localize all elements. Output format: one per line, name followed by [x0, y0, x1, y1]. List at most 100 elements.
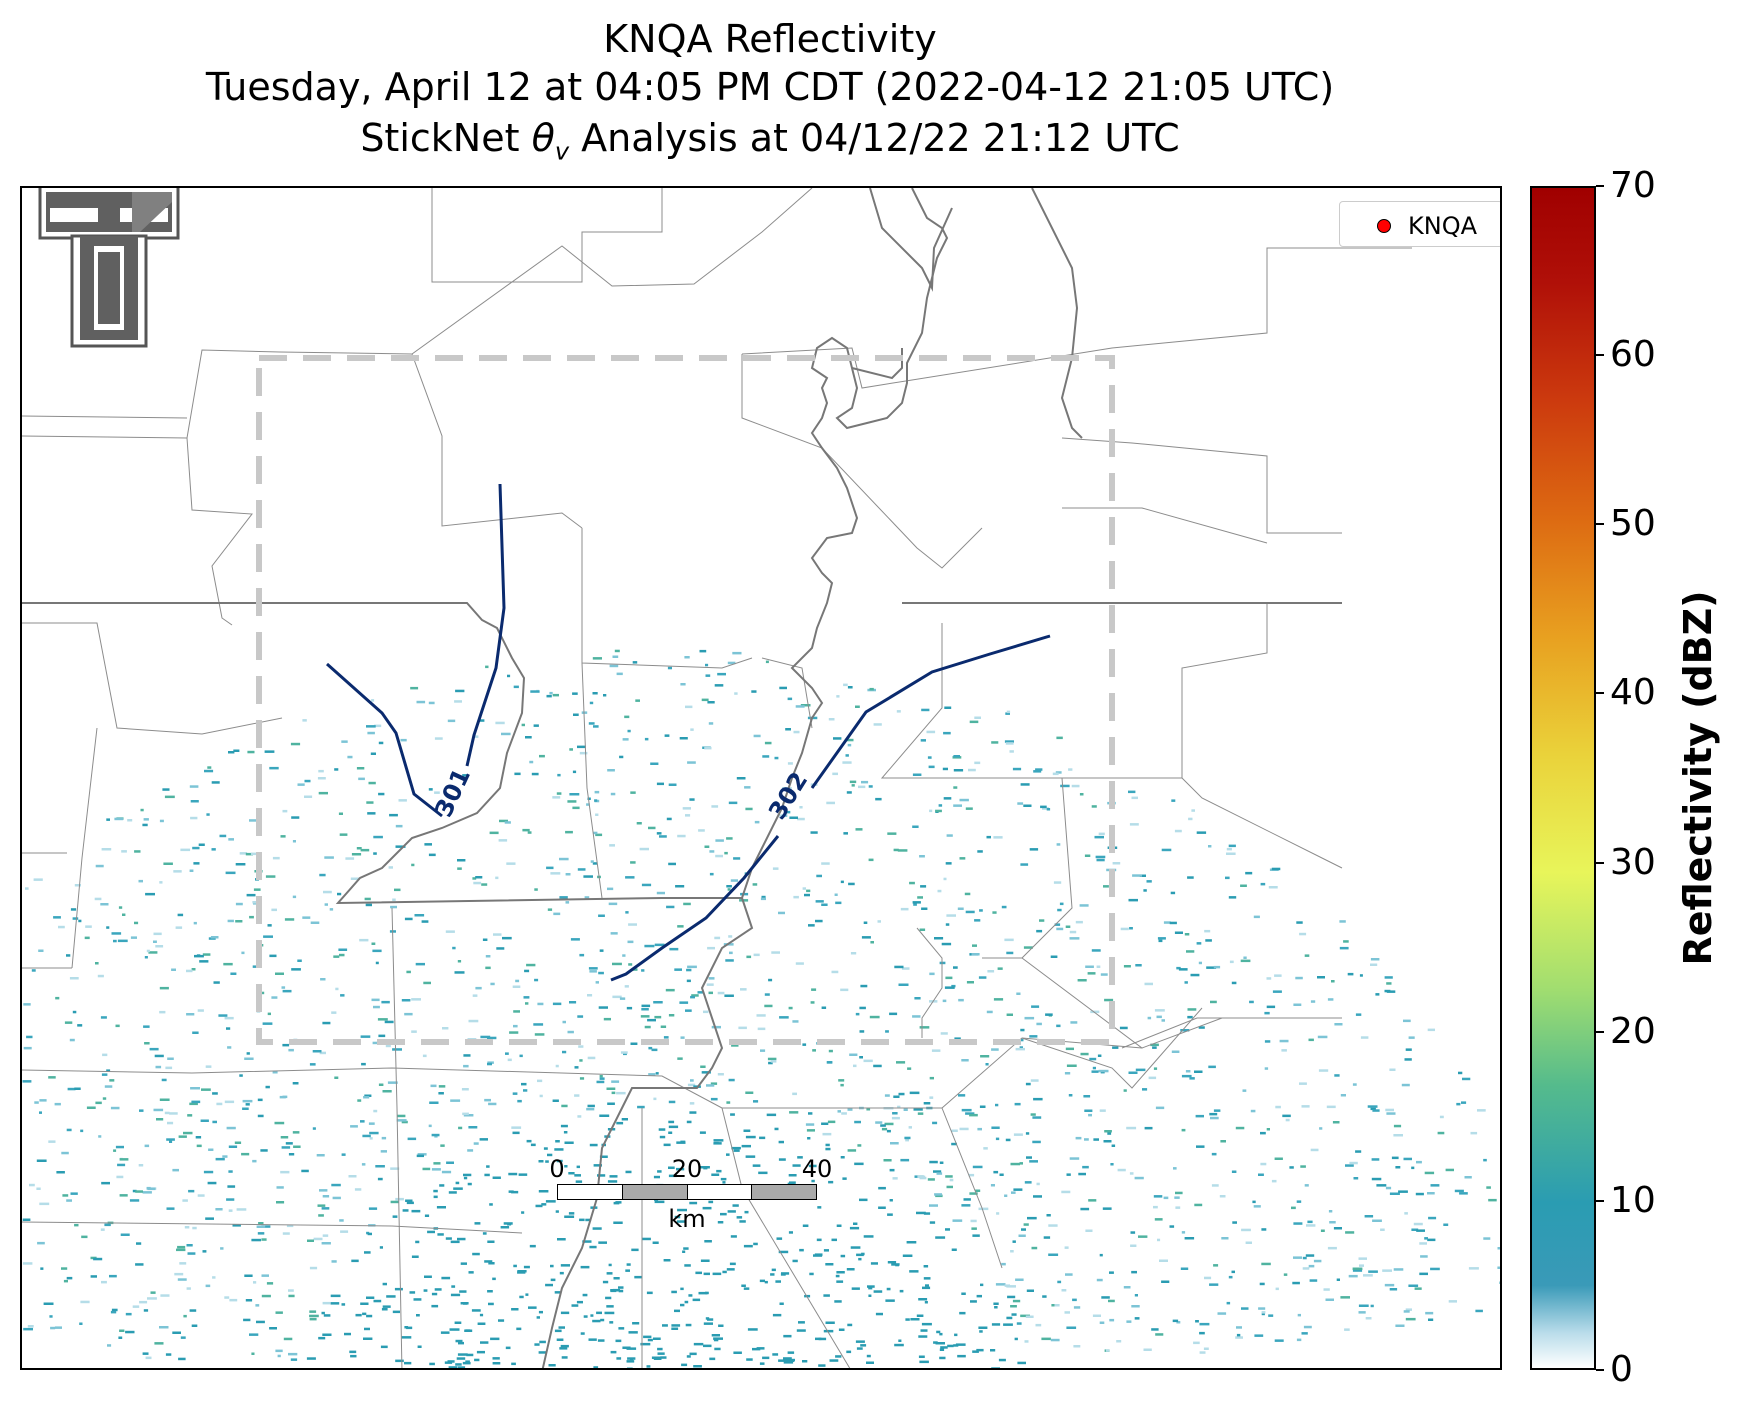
echo-pixel [1015, 1047, 1025, 1051]
echo-pixel [1405, 1308, 1412, 1311]
echo-pixel [255, 1304, 260, 1307]
echo-pixel [1331, 980, 1335, 983]
echo-pixel [230, 972, 237, 975]
echo-pixel [37, 1241, 45, 1245]
echo-pixel [189, 869, 194, 872]
echo-pixel [309, 1317, 317, 1321]
echo-pixel [1064, 1246, 1069, 1249]
echo-pixel [210, 936, 219, 939]
echo-pixel [1050, 1338, 1060, 1342]
echo-pixel [835, 1274, 840, 1278]
echo-pixel [618, 1289, 624, 1293]
echo-pixel [693, 1342, 704, 1346]
echo-pixel [1174, 931, 1183, 934]
echo-pixel [757, 1027, 766, 1031]
echo-pixel [713, 1139, 724, 1142]
echo-pixel [690, 1079, 694, 1082]
echo-pixel [825, 1147, 831, 1151]
echo-pixel [727, 888, 731, 891]
echo-pixel [257, 1232, 265, 1235]
echo-pixel [991, 1048, 999, 1051]
echo-pixel [724, 851, 728, 855]
echo-pixel [1035, 1323, 1042, 1327]
echo-pixel [409, 1291, 416, 1294]
echo-pixel [1308, 1038, 1314, 1042]
echo-pixel [225, 871, 236, 875]
echo-pixel [1368, 1270, 1378, 1273]
echo-pixel [776, 1237, 783, 1240]
echo-pixel [715, 854, 723, 858]
echo-pixel [863, 1235, 874, 1238]
echo-pixel [828, 1180, 834, 1184]
echo-pixel [637, 1105, 645, 1109]
echo-pixel [612, 655, 619, 658]
echo-pixel [165, 1066, 173, 1070]
echo-pixel [70, 1192, 78, 1195]
echo-pixel [705, 674, 711, 677]
echo-pixel [1006, 710, 1011, 714]
echo-pixel [517, 1270, 527, 1273]
echo-pixel [933, 1341, 938, 1344]
echo-pixel [1110, 1163, 1114, 1166]
echo-pixel [429, 1101, 439, 1104]
echo-pixel [624, 715, 630, 719]
echo-pixel [1355, 1150, 1362, 1153]
echo-pixel [607, 1102, 615, 1105]
echo-pixel [341, 1153, 346, 1156]
echo-pixel [1264, 1067, 1269, 1070]
echo-pixel [428, 1124, 432, 1128]
echo-pixel [1123, 1286, 1131, 1289]
echo-pixel [909, 1270, 919, 1273]
echo-pixel [539, 754, 545, 758]
echo-pixel [1430, 1267, 1440, 1271]
echo-pixel [701, 698, 709, 702]
echo-pixel [925, 1284, 929, 1287]
echo-pixel [1272, 990, 1282, 993]
echo-pixel [976, 1294, 982, 1298]
echo-pixel [97, 974, 104, 978]
radar-map[interactable]: 301 302 KNQA 0 20 40 km [20, 186, 1502, 1370]
echo-pixel [708, 991, 713, 995]
echo-pixel [1056, 927, 1064, 931]
echo-pixel [545, 1283, 553, 1287]
echo-pixel [1293, 1003, 1302, 1006]
echo-pixel [175, 926, 183, 929]
echo-pixel [58, 925, 65, 929]
echo-pixel [365, 903, 372, 907]
echo-pixel [1345, 1231, 1355, 1234]
echo-pixel [450, 1099, 461, 1102]
echo-pixel [667, 666, 672, 670]
echo-pixel [519, 1054, 523, 1058]
echo-pixel [339, 953, 345, 957]
echo-pixel [1070, 1021, 1078, 1024]
echo-pixel [1020, 1038, 1024, 1042]
echo-pixel [668, 1100, 676, 1104]
echo-pixel [647, 1018, 656, 1022]
echo-pixel [331, 1260, 337, 1263]
echo-pixel [1393, 1268, 1404, 1271]
echo-pixel [1274, 1157, 1283, 1160]
echo-pixel [612, 962, 622, 966]
echo-pixel [582, 1293, 588, 1297]
echo-pixel [576, 1165, 580, 1169]
echo-pixel [486, 1165, 490, 1168]
echo-pixel [125, 1330, 135, 1334]
echo-pixel [189, 1309, 197, 1312]
echo-pixel [339, 833, 348, 836]
echo-pixel [1018, 1234, 1026, 1237]
echo-pixel [395, 845, 406, 848]
echo-pixel [593, 831, 598, 835]
echo-pixel [1129, 823, 1139, 826]
echo-pixel [1053, 881, 1062, 884]
echo-pixel [1180, 1029, 1190, 1032]
echo-pixel [886, 1129, 891, 1133]
echo-pixel [1096, 858, 1105, 862]
echo-pixel [559, 857, 569, 861]
echo-pixel [945, 862, 952, 865]
echo-pixel [381, 1308, 388, 1311]
echo-pixel [250, 852, 259, 856]
echo-pixel [39, 1099, 47, 1102]
echo-pixel [453, 1187, 463, 1190]
echo-pixel [1226, 852, 1236, 855]
echo-pixel [317, 1204, 326, 1207]
